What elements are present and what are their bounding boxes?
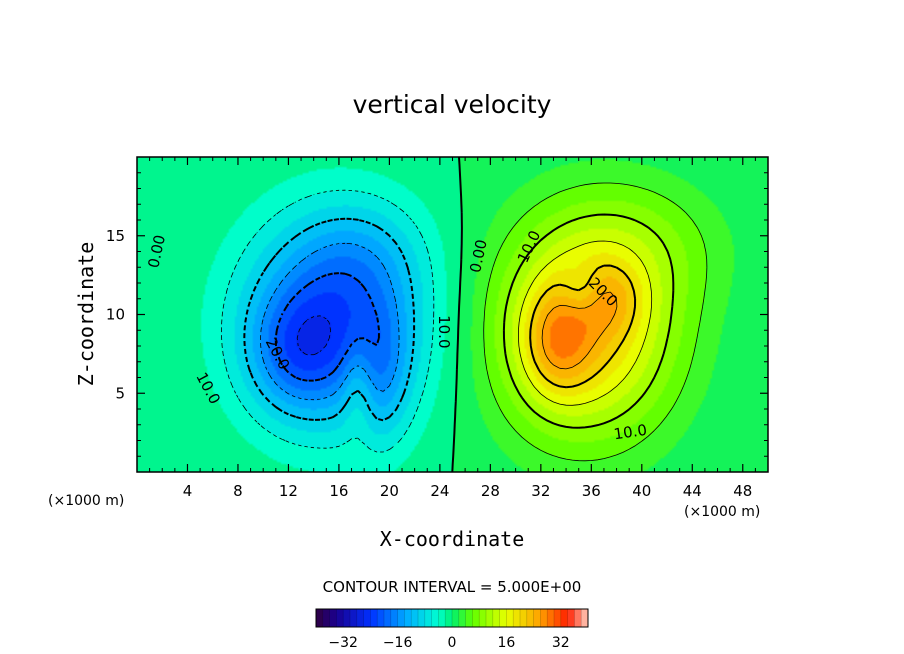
colorbar-segment bbox=[554, 609, 562, 627]
colorbar-segment bbox=[567, 609, 575, 627]
contour-level-neg10 bbox=[243, 217, 416, 422]
contour-level-neg25 bbox=[296, 315, 331, 356]
colorbar-segment bbox=[574, 609, 582, 627]
y-axis-ticks: 5 10 15 bbox=[106, 172, 768, 457]
colorbar-segment bbox=[465, 609, 473, 627]
colorbar-segment bbox=[458, 609, 466, 627]
colorbar-tick-label: 0 bbox=[448, 635, 457, 651]
colorbar-segment bbox=[526, 609, 534, 627]
contour-level-neg15 bbox=[260, 242, 400, 401]
colorbar-segment bbox=[547, 609, 555, 627]
colorbar-segment bbox=[486, 609, 494, 627]
colorbar-segment bbox=[479, 609, 487, 627]
colorbar-segment bbox=[384, 609, 392, 627]
contour-level-neg20 bbox=[274, 272, 380, 382]
contour-interval-label: CONTOUR INTERVAL = 5.000E+00 bbox=[323, 578, 582, 596]
x-unit-label-right: (×1000 m) bbox=[684, 504, 760, 520]
contour-label: 10.0 bbox=[435, 315, 453, 348]
colorbar-segment bbox=[390, 609, 398, 627]
x-tick-label: 16 bbox=[329, 482, 348, 500]
colorbar-segment bbox=[363, 609, 371, 627]
x-tick-label: 48 bbox=[733, 482, 752, 500]
colorbar-tick-label: −16 bbox=[383, 635, 413, 651]
colorbar-segment bbox=[329, 609, 337, 627]
colorbar-frame bbox=[315, 608, 589, 628]
y-tick-label: 15 bbox=[106, 227, 125, 245]
colorbar-segments bbox=[315, 609, 589, 627]
colorbar-segment bbox=[404, 609, 412, 627]
colorbar-segment bbox=[356, 609, 364, 627]
colorbar-segment bbox=[431, 609, 439, 627]
colorbar-segment bbox=[581, 609, 589, 627]
chart-title: vertical velocity bbox=[353, 90, 552, 119]
x-unit-label-left: (×1000 m) bbox=[48, 493, 124, 509]
x-tick-label: 40 bbox=[632, 482, 651, 500]
colorbar-segment bbox=[438, 609, 446, 627]
x-tick-label: 28 bbox=[481, 482, 500, 500]
colorbar-segment bbox=[316, 609, 324, 627]
colorbar-segment bbox=[533, 609, 541, 627]
contour-level-10 bbox=[502, 213, 675, 429]
colorbar-segment bbox=[411, 609, 419, 627]
colorbar-segment bbox=[343, 609, 351, 627]
x-axis-ticks: 4 8 12 16 20 24 28 32 36 40 44 48 bbox=[149, 157, 756, 500]
y-tick-label: 10 bbox=[106, 306, 125, 324]
y-axis-label: Z-coordinate bbox=[74, 242, 98, 387]
colorbar-segment bbox=[377, 609, 385, 627]
colorbar-segment bbox=[560, 609, 568, 627]
contour-level-5 bbox=[483, 182, 708, 462]
colorbar-segment bbox=[336, 609, 344, 627]
colorbar-segment bbox=[350, 609, 358, 627]
colorbar-tick-label: 32 bbox=[552, 635, 570, 651]
colorbar-segment bbox=[322, 609, 330, 627]
x-tick-label: 8 bbox=[233, 482, 243, 500]
colorbar-segment bbox=[540, 609, 548, 627]
heatmap-field bbox=[137, 157, 768, 472]
x-tick-label: 12 bbox=[279, 482, 298, 500]
colorbar-segment bbox=[452, 609, 460, 627]
colorbar-ticks: −32 −16 0 16 32 bbox=[328, 635, 569, 651]
colorbar-segment bbox=[472, 609, 480, 627]
plot-area bbox=[137, 157, 768, 472]
contour-level-20 bbox=[529, 264, 637, 389]
colorbar-segment bbox=[506, 609, 514, 627]
colorbar-tick-label: −32 bbox=[328, 635, 358, 651]
x-tick-label: 24 bbox=[430, 482, 449, 500]
x-tick-label: 32 bbox=[531, 482, 550, 500]
y-tick-label: 5 bbox=[115, 384, 125, 402]
colorbar-segment bbox=[492, 609, 500, 627]
contour-level-neg5 bbox=[221, 189, 435, 453]
x-tick-label: 20 bbox=[380, 482, 399, 500]
colorbar-segment bbox=[424, 609, 432, 627]
colorbar-segment bbox=[520, 609, 528, 627]
contour-level-25 bbox=[541, 291, 618, 370]
contour-level-15 bbox=[518, 240, 653, 406]
contour-lines bbox=[221, 157, 708, 472]
colorbar-segment bbox=[445, 609, 453, 627]
x-tick-label: 36 bbox=[582, 482, 601, 500]
colorbar-segment bbox=[499, 609, 507, 627]
colorbar-segment bbox=[397, 609, 405, 627]
x-axis-label: X-coordinate bbox=[380, 527, 525, 551]
x-tick-label: 44 bbox=[683, 482, 702, 500]
colorbar: −32 −16 0 16 32 bbox=[315, 608, 589, 651]
colorbar-tick-label: 16 bbox=[497, 635, 515, 651]
colorbar-segment bbox=[370, 609, 378, 627]
x-tick-label: 4 bbox=[183, 482, 193, 500]
contour-label: 10.0 bbox=[613, 421, 649, 443]
colorbar-segment bbox=[418, 609, 426, 627]
colorbar-segment bbox=[513, 609, 521, 627]
